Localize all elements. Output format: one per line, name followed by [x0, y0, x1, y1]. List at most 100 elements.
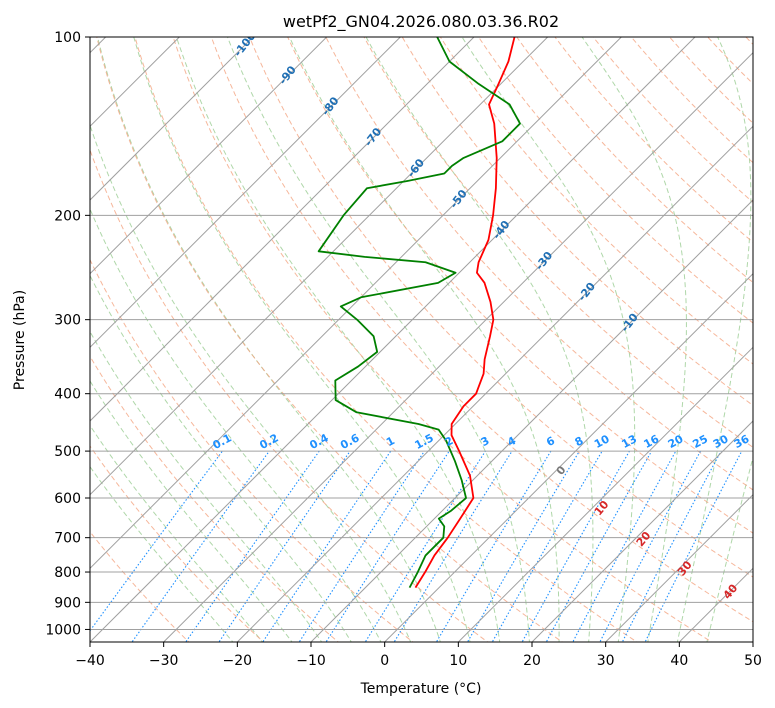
moist-adiabat-label: 40: [721, 581, 741, 601]
dry-adiabat-line: [401, 37, 753, 406]
mixing-ratio-label: 0.4: [307, 431, 331, 452]
isotherm-line: [678, 567, 753, 642]
y-axis: 100 200 300 400 500 600 700 800 900 1000: [45, 30, 90, 638]
mixing-ratio-line: [218, 450, 351, 642]
mixing-ratio-label: 1.5: [413, 431, 436, 452]
isobars: [90, 37, 753, 630]
moist-adiabat-line: [90, 465, 234, 642]
isotherms: [90, 37, 753, 642]
dry-adiabats: [90, 24, 775, 645]
sounding-series: [317, 37, 521, 589]
isotherm-line: [90, 37, 622, 570]
isotherm-line: [163, 51, 753, 642]
x-tick-label: 40: [670, 653, 688, 669]
isotherm-line: [90, 37, 401, 349]
x-tick-label: −20: [223, 653, 253, 669]
x-tick-label: 0: [380, 653, 389, 669]
mixing-ratio-line: [364, 450, 486, 642]
mixing-ratio-line: [325, 450, 450, 642]
mixing-ratio-line: [90, 450, 223, 632]
moist-adiabat-label: 30: [675, 558, 695, 578]
y-tick-label: 200: [54, 208, 81, 224]
plot-area: 0.1 0.2 0.4 0.6 1 1.5 2 3 4 6 8 10 13 16 20 25 30 36-100-…: [90, 24, 775, 645]
mixing-ratio-label: 8: [573, 434, 586, 449]
mixing-ratio-label: 36: [732, 432, 752, 451]
isotherm-line: [90, 37, 328, 275]
mixing-ratio-line: [644, 450, 743, 642]
plot-frame: [89, 36, 754, 643]
dry-adiabat-line: [90, 148, 489, 642]
dry-adiabat-line: [630, 37, 753, 164]
dry-adiabat-line: [592, 37, 753, 203]
mixing-ratio-line: [466, 450, 580, 642]
dry-adiabat-line: [287, 37, 753, 534]
mixing-ratio-lines: [90, 450, 743, 642]
x-tick-label: −10: [296, 653, 326, 669]
isotherm-line: [90, 37, 549, 496]
x-tick-label: 30: [597, 653, 615, 669]
isotherm-line: [90, 37, 696, 642]
moist-adiabats: [90, 37, 753, 642]
y-tick-label: 400: [54, 387, 81, 403]
mixing-ratio-line: [491, 450, 603, 642]
isotherm-line: [384, 272, 753, 642]
mixing-ratio-label: 20: [666, 432, 686, 451]
mixing-ratio-label: 1: [384, 434, 397, 449]
moist-adiabat-line: [581, 37, 687, 642]
mixing-ratio-label: 0.6: [338, 431, 362, 452]
dry-adiabat-line: [325, 37, 753, 491]
isotherm-line: [531, 420, 753, 642]
moist-adiabat-label: 20: [634, 529, 654, 549]
y-tick-label: 500: [54, 444, 81, 460]
mixing-ratio-line: [298, 450, 425, 642]
mixing-ratio-label: 16: [642, 432, 662, 451]
dry-adiabat-line: [745, 37, 753, 46]
moist-adiabat-line: [90, 274, 352, 642]
x-tick-label: −30: [149, 653, 179, 669]
dry-adiabat-line: [707, 37, 753, 85]
mixing-ratio-line: [621, 450, 722, 642]
dry-adiabat-line: [554, 37, 753, 243]
dry-adiabat-line: [516, 37, 753, 284]
mixing-ratio-line: [185, 450, 320, 642]
y-tick-label: 800: [54, 565, 81, 581]
isotherm-line: [90, 37, 254, 201]
mixing-ratio-label: 10: [592, 432, 612, 451]
temperature-line: [414, 37, 516, 589]
dry-adiabat-line: [439, 37, 753, 365]
mixing-ratio-label: 3: [479, 434, 492, 449]
mixing-ratio-label: 13: [619, 432, 639, 451]
dry-adiabat-line: [172, 37, 713, 642]
y-tick-label: 700: [54, 531, 81, 547]
dry-adiabat-line: [771, 24, 775, 645]
x-axis: −40 −30 −20 −10 0 10 20 30 40 50: [75, 642, 762, 669]
mixing-ratio-label: 2: [443, 434, 456, 449]
dry-adiabat-line: [248, 37, 753, 578]
y-tick-label: 300: [54, 313, 81, 329]
y-axis-label: Pressure (hPa): [12, 290, 28, 390]
dewpoint-line: [317, 37, 521, 589]
mixing-ratio-line: [393, 450, 513, 642]
x-tick-label: 50: [744, 653, 762, 669]
x-tick-label: 10: [449, 653, 467, 669]
y-tick-label: 100: [54, 30, 81, 46]
moist-adiabat-line: [90, 123, 412, 642]
dry-adiabat-label: -100: [231, 29, 258, 59]
moist-adiabat-line: [676, 37, 752, 642]
isotherm-line: [457, 346, 753, 642]
mixing-ratio-label: 0.1: [211, 431, 234, 452]
dry-adiabat-line: [363, 37, 753, 448]
x-axis-label: Temperature (°C): [360, 681, 482, 697]
y-tick-label: 1000: [45, 622, 81, 638]
mixing-ratio-line: [435, 450, 552, 642]
mixing-ratio-line: [131, 450, 270, 642]
mixing-ratio-line: [599, 450, 702, 642]
dry-adiabat-line: [668, 37, 753, 124]
chart-title: wetPf2_GN04.2026.080.03.36.R02: [283, 12, 559, 32]
mixing-ratio-label: 30: [711, 432, 731, 451]
moist-adiabat-line: [90, 380, 293, 642]
x-tick-label: −40: [75, 653, 105, 669]
mixing-ratio-label: 0.2: [257, 431, 280, 452]
